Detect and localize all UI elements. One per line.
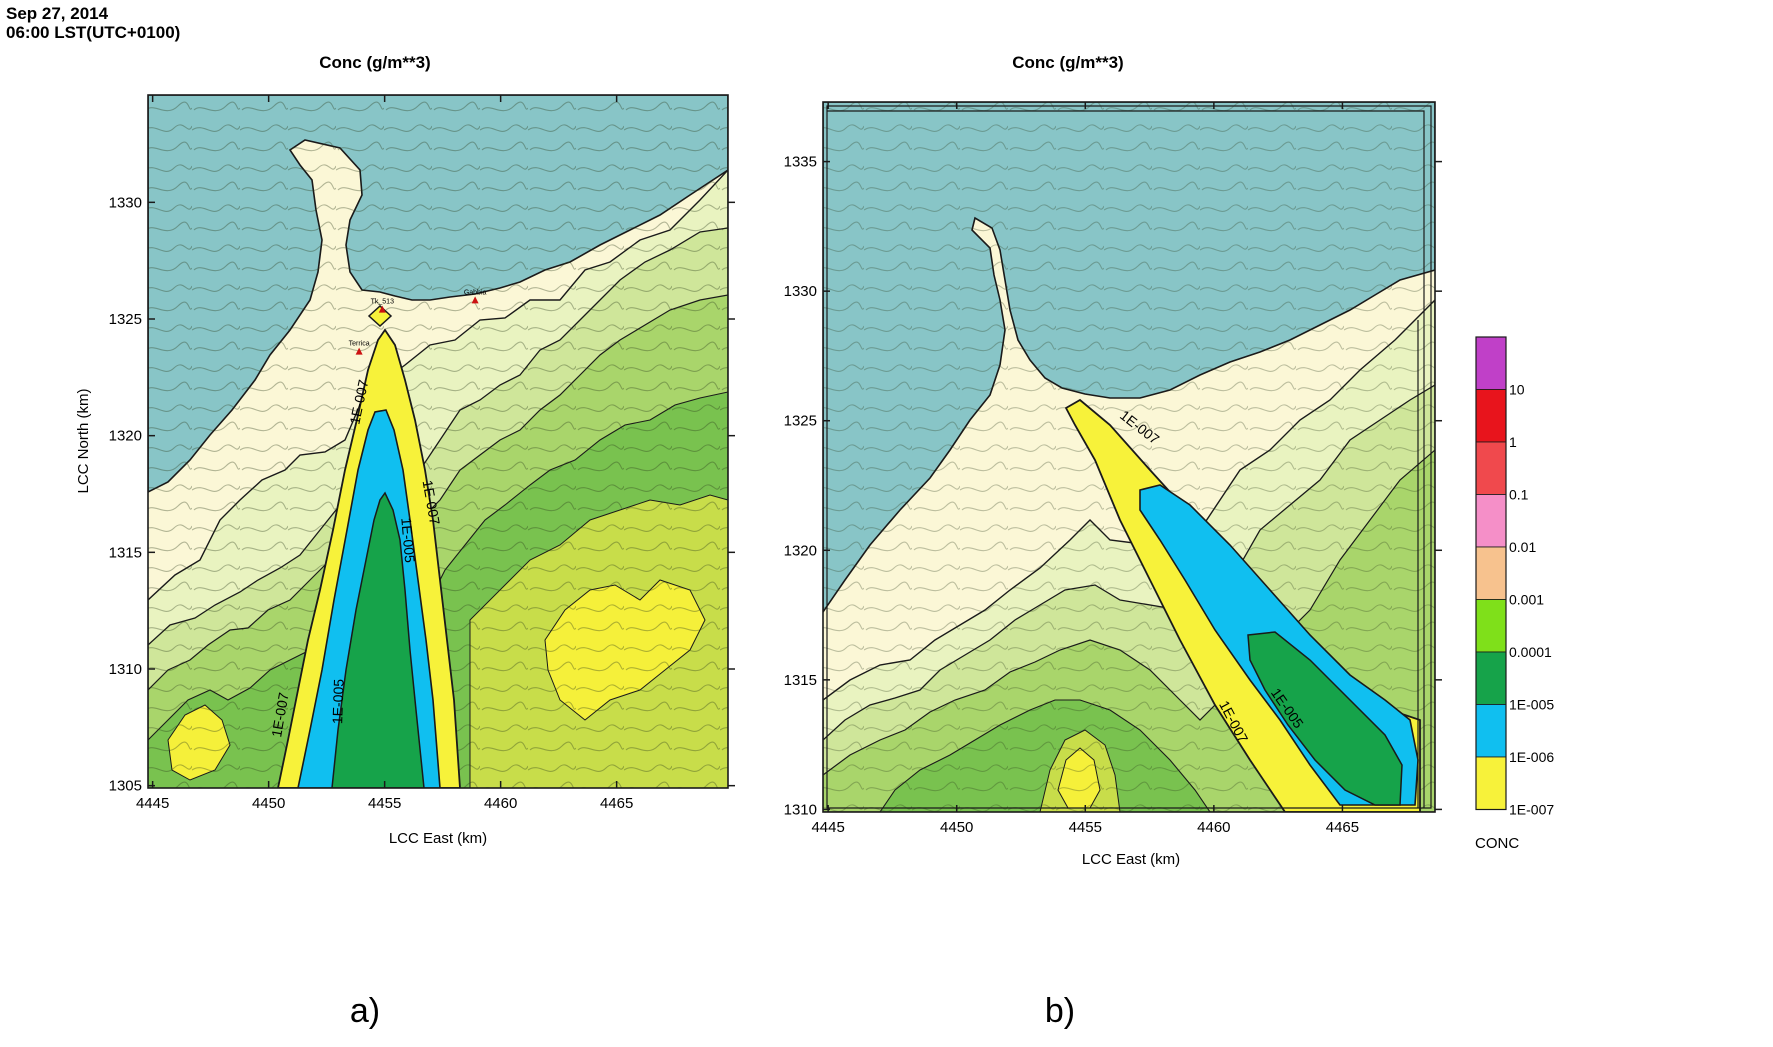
panel-b-label: b) bbox=[1045, 992, 1075, 1030]
panel-a-title: Conc (g/m**3) bbox=[319, 53, 430, 72]
legend-swatch bbox=[1475, 704, 1507, 758]
legend-level-label: 0.1 bbox=[1509, 487, 1529, 503]
legend-title: CONC bbox=[1475, 835, 1519, 852]
date-label: Sep 27, 2014 bbox=[6, 4, 109, 23]
station-label: Terrica bbox=[349, 341, 370, 348]
legend-level-label: 1E-007 bbox=[1509, 802, 1554, 818]
x-tick-label: 4450 bbox=[252, 795, 285, 812]
legend-level-label: 1E-006 bbox=[1509, 749, 1554, 765]
panel-b-frame bbox=[822, 101, 1436, 813]
legend-swatch bbox=[1475, 336, 1507, 390]
x-tick-label: 4445 bbox=[811, 819, 844, 836]
legend-level-label: 0.01 bbox=[1509, 539, 1536, 555]
panel-a: Conc (g/m**3) bbox=[75, 53, 735, 1030]
legend-swatch bbox=[1475, 599, 1507, 653]
y-tick-label: 1320 bbox=[784, 542, 817, 559]
panel-b-title: Conc (g/m**3) bbox=[1012, 53, 1123, 72]
contour-label: 1E-007 bbox=[420, 479, 444, 526]
station-marker-icon bbox=[471, 296, 479, 304]
y-tick-label: 1325 bbox=[784, 413, 817, 430]
panel-a-y-axis-label: LCC North (km) bbox=[75, 388, 92, 493]
x-tick-label: 4455 bbox=[368, 795, 401, 812]
color-legend: 10 1 0.1 0.01 0.001 0.0001 1E-005 1E-006 1E-007 bbox=[1475, 336, 1554, 818]
y-tick-label: 1325 bbox=[109, 311, 142, 328]
time-label: 06:00 LST(UTC+0100) bbox=[6, 23, 181, 42]
legend-level-label: 1 bbox=[1509, 434, 1517, 450]
panel-b-axes: 4445 4450 4455 4460 4465 1310 1315 1320 1325 1330… bbox=[784, 102, 1442, 836]
legend-swatch bbox=[1475, 651, 1507, 705]
legend-level-label: 0.001 bbox=[1509, 592, 1544, 608]
panel-a-axes: 4445 4450 4455 4460 4465 1305 1310 1315 1320 1325… bbox=[109, 95, 735, 812]
legend-level-label: 0.0001 bbox=[1509, 644, 1552, 660]
panel-b-inner-frame bbox=[826, 105, 1432, 809]
legend-level-label: 1E-005 bbox=[1509, 697, 1554, 713]
legend-swatch bbox=[1475, 546, 1507, 600]
panel-b-plume-1e-005 bbox=[1247, 631, 1403, 806]
y-tick-label: 1330 bbox=[109, 194, 142, 211]
panel-a-source-marker bbox=[367, 304, 393, 328]
y-tick-label: 1315 bbox=[784, 672, 817, 689]
panel-b-x-axis-label: LCC East (km) bbox=[1082, 851, 1180, 868]
x-tick-label: 4465 bbox=[600, 795, 633, 812]
panel-a-stations: Tk_513 Gabbia Terrica bbox=[349, 289, 487, 355]
legend-swatch bbox=[1475, 494, 1507, 548]
station-label: Tk_513 bbox=[371, 299, 394, 306]
legend-swatch bbox=[1475, 389, 1507, 443]
panel-a-label: a) bbox=[350, 992, 380, 1030]
panel-b-inner-frame-2 bbox=[827, 110, 1425, 808]
y-tick-label: 1320 bbox=[109, 428, 142, 445]
station-marker-icon bbox=[355, 347, 363, 355]
timestamp-header: Sep 27, 2014 06:00 LST(UTC+0100) bbox=[6, 4, 180, 42]
contour-label: 1E-007 bbox=[268, 691, 292, 738]
y-tick-label: 1310 bbox=[109, 661, 142, 678]
legend-swatch bbox=[1475, 441, 1507, 495]
y-tick-label: 1330 bbox=[784, 283, 817, 300]
x-tick-label: 4450 bbox=[940, 819, 973, 836]
panel-a-plume-1e-005 bbox=[331, 491, 425, 788]
x-tick-label: 4465 bbox=[1326, 819, 1359, 836]
contour-label: 1E-005 bbox=[398, 517, 418, 564]
y-tick-label: 1310 bbox=[784, 801, 817, 818]
contour-label: 1E-005 bbox=[329, 678, 347, 724]
x-tick-label: 4445 bbox=[136, 795, 169, 812]
legend-frame bbox=[1475, 336, 1507, 811]
panel-a-x-axis-label: LCC East (km) bbox=[389, 830, 487, 847]
station-marker-icon bbox=[378, 305, 386, 313]
y-tick-label: 1315 bbox=[109, 544, 142, 561]
x-tick-label: 4460 bbox=[484, 795, 517, 812]
y-tick-label: 1335 bbox=[784, 154, 817, 171]
x-tick-label: 4460 bbox=[1197, 819, 1230, 836]
legend-level-label: 10 bbox=[1509, 382, 1525, 398]
station-label: Gabbia bbox=[464, 289, 487, 296]
x-tick-label: 4455 bbox=[1069, 819, 1102, 836]
y-tick-label: 1305 bbox=[109, 778, 142, 795]
panel-a-frame bbox=[147, 94, 729, 789]
legend-swatch bbox=[1475, 756, 1507, 810]
